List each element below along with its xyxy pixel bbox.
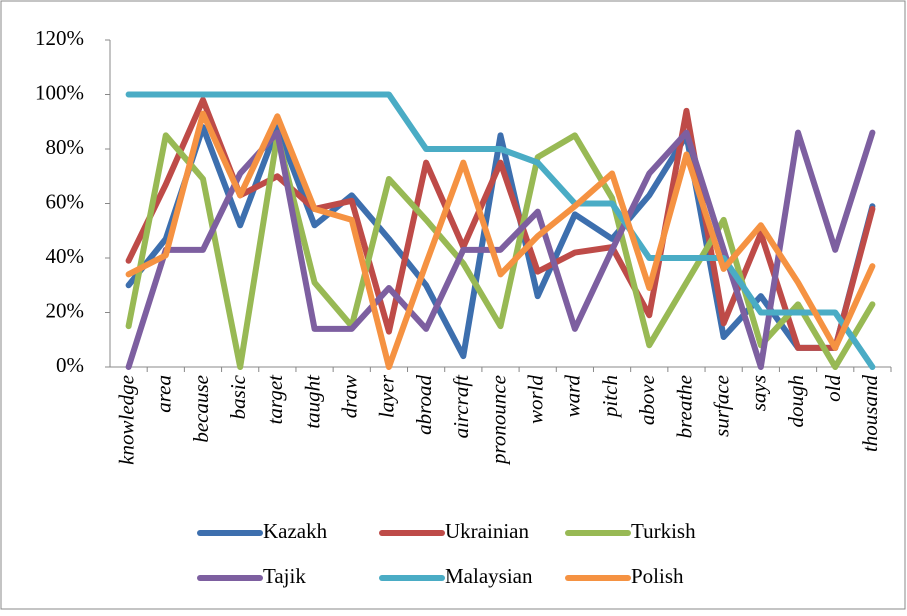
legend-label: Kazakh — [263, 519, 328, 543]
x-tick-label: old — [821, 375, 845, 402]
legend-label: Malaysian — [445, 564, 533, 588]
y-tick-label: 80% — [46, 135, 85, 159]
series-line — [125, 91, 876, 370]
x-tick-label: aircraft — [449, 374, 473, 439]
x-tick-label: says — [747, 375, 771, 411]
y-tick-label: 100% — [35, 80, 84, 104]
x-tick-label: surface — [709, 375, 733, 437]
x-tick-label: dough — [784, 375, 808, 428]
y-tick-label: 20% — [46, 298, 85, 322]
y-tick-label: 0% — [56, 353, 84, 377]
y-tick-label: 40% — [46, 244, 85, 268]
x-tick-label: area — [152, 375, 176, 413]
series-line — [125, 96, 876, 351]
x-tick-label: above — [635, 375, 659, 425]
x-tick-label: world — [524, 375, 548, 425]
x-tick-label: abroad — [412, 375, 436, 435]
x-tick-label: breathe — [672, 375, 696, 438]
x-tick-label: pronounce — [486, 375, 510, 466]
x-tick-label: thousand — [858, 375, 882, 453]
series-line — [125, 110, 876, 370]
series-line — [125, 132, 876, 370]
x-tick-label: target — [263, 374, 287, 425]
legend-label: Tajik — [263, 564, 306, 588]
series-line — [125, 129, 876, 370]
x-tick-label: pitch — [598, 375, 622, 419]
legend-label: Polish — [631, 564, 684, 588]
x-tick-label: knowledge — [114, 375, 138, 465]
legend-label: Ukrainian — [445, 519, 529, 543]
x-tick-label: ward — [561, 375, 585, 418]
y-tick-label: 60% — [46, 189, 85, 213]
y-tick-label: 120% — [35, 26, 84, 50]
x-tick-label: layer — [375, 374, 399, 418]
x-tick-label: because — [189, 375, 213, 443]
x-tick-label: draw — [338, 375, 362, 418]
x-tick-label: taught — [300, 374, 324, 429]
x-tick-label: basic — [226, 374, 250, 419]
legend-label: Turkish — [631, 519, 696, 543]
